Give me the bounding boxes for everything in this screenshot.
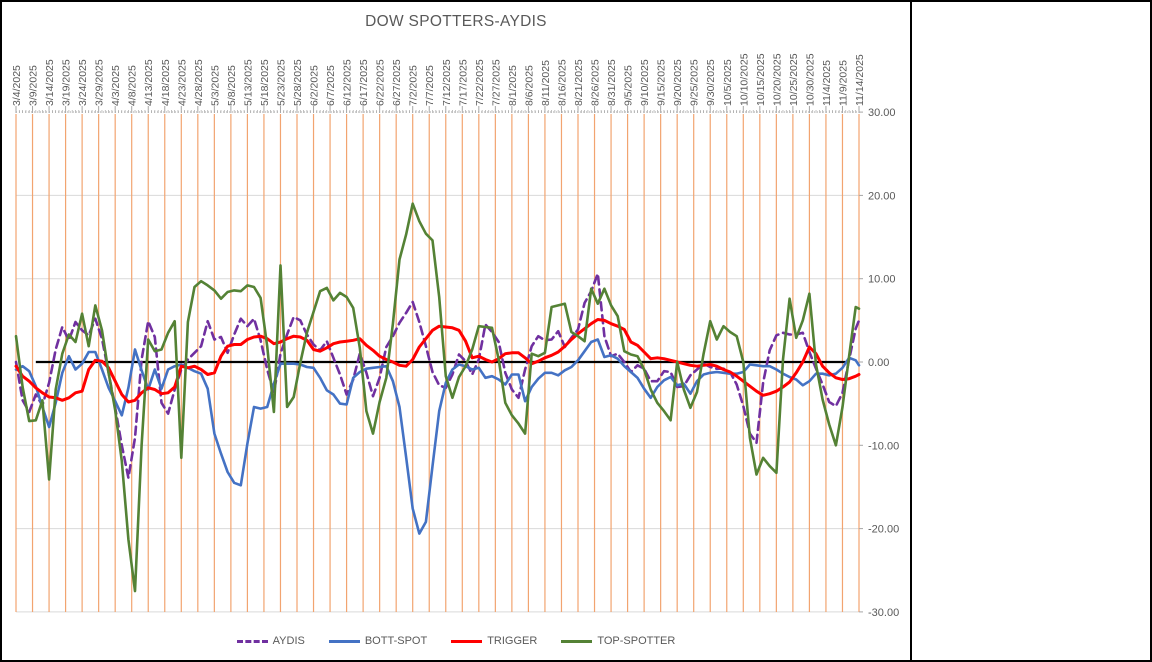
x-axis-label: 4/28/2025: [193, 59, 205, 106]
x-axis-label: 8/31/2025: [606, 59, 618, 106]
series-line-bott-spot: [14, 338, 861, 535]
x-axis-label: 5/23/2025: [275, 59, 287, 106]
legend-swatch-trigger: [451, 639, 483, 643]
x-axis-label: 10/20/2025: [771, 53, 783, 106]
chart-frame: DOW SPOTTERS-AYDIS 3/4/2025 3/9/2025 3/14/…: [2, 2, 912, 660]
x-axis-label: 5/13/2025: [242, 59, 254, 106]
x-axis-label: 8/11/2025: [540, 60, 552, 106]
chart-legend: AYDIS BOTT-SPOT TRIGGER TOP-SPOTTER: [2, 635, 910, 647]
legend-swatch-top-spotter: [561, 639, 593, 643]
x-axis-label: 7/27/2025: [490, 59, 502, 106]
x-axis-label: 5/3/2025: [209, 65, 221, 106]
x-axis-label: 4/13/2025: [143, 59, 155, 106]
legend-label: TRIGGER: [487, 635, 538, 647]
x-axis-label: 8/6/2025: [523, 65, 535, 106]
x-axis-label: 3/24/2025: [77, 59, 89, 106]
x-axis-label: 4/8/2025: [127, 65, 139, 106]
x-axis-label: 6/7/2025: [325, 65, 337, 106]
x-axis-label: 9/5/2025: [623, 65, 635, 106]
x-axis-label: 4/23/2025: [176, 59, 188, 106]
x-axis-label: 6/17/2025: [358, 59, 370, 106]
x-axis-label: 7/2/2025: [408, 65, 420, 106]
x-axis-label: 6/12/2025: [342, 59, 354, 106]
x-axis-label: 8/21/2025: [573, 59, 585, 106]
x-axis-label: 6/27/2025: [391, 59, 403, 106]
legend-item-bott-spot: BOTT-SPOT: [328, 635, 428, 647]
y-axis-label: 30.00: [868, 107, 896, 119]
x-axis-label: 10/25/2025: [788, 53, 800, 106]
x-axis-label: 9/10/2025: [639, 59, 651, 106]
x-axis-label: 11/14/2025: [854, 54, 866, 106]
y-axis-label: 0.00: [868, 357, 889, 369]
legend-item-trigger: TRIGGER: [451, 635, 537, 647]
x-axis-label: 4/3/2025: [110, 65, 122, 106]
x-axis-label: 10/15/2025: [755, 53, 767, 106]
x-axis-label: 7/17/2025: [457, 59, 469, 106]
x-axis-label: 9/15/2025: [656, 59, 668, 106]
x-axis-label: 10/5/2025: [722, 59, 734, 106]
chart-title: DOW SPOTTERS-AYDIS: [365, 13, 547, 30]
x-axis-label: 9/25/2025: [689, 59, 701, 106]
legend-swatch-bott-spot: [328, 639, 360, 643]
x-axis-label: 10/30/2025: [804, 53, 816, 106]
y-axis-label: -10.00: [868, 440, 899, 452]
legend-item-top-spotter: TOP-SPOTTER: [561, 635, 675, 647]
x-axis-label: 6/2/2025: [309, 65, 321, 106]
y-axis-label: 20.00: [868, 190, 896, 202]
x-axis-label: 5/18/2025: [259, 59, 271, 106]
legend-swatch-aydis: [236, 639, 268, 643]
series-line-trigger: [14, 318, 861, 404]
x-axis-label: 8/16/2025: [556, 59, 568, 106]
x-axis-label: 7/7/2025: [424, 65, 436, 106]
x-axis-label: 8/1/2025: [507, 65, 519, 106]
legend-label: TOP-SPOTTER: [597, 635, 676, 647]
legend-label: AYDIS: [272, 635, 305, 647]
x-axis-label: 7/12/2025: [441, 59, 453, 106]
x-axis-label: 6/22/2025: [375, 59, 387, 106]
x-axis-label: 7/22/2025: [474, 59, 486, 106]
x-axis-label: 9/20/2025: [672, 59, 684, 106]
x-axis-label: 3/19/2025: [61, 59, 73, 106]
x-axis-label: 3/4/2025: [11, 65, 23, 106]
legend-item-aydis: AYDIS: [236, 635, 305, 647]
x-axis-label: 5/8/2025: [226, 65, 238, 106]
x-axis-label: 3/9/2025: [28, 65, 40, 106]
x-axis-label: 3/14/2025: [44, 59, 56, 106]
y-axis-label: -30.00: [868, 607, 899, 619]
x-axis-label: 3/29/2025: [94, 59, 106, 106]
x-axis-label: 9/30/2025: [705, 59, 717, 106]
chart-plot-area: 3/4/2025 3/9/2025 3/14/2025 3/19/2025 3/24/2…: [11, 53, 899, 619]
y-axis-label: 10.00: [868, 274, 896, 286]
x-axis-label: 4/18/2025: [160, 59, 172, 106]
legend-label: BOTT-SPOT: [364, 635, 428, 647]
x-axis-label: 11/9/2025: [837, 60, 849, 106]
x-axis-label: 11/4/2025: [821, 60, 833, 106]
y-axis-label: -20.00: [868, 524, 899, 536]
series-line-top-spotter: [14, 202, 861, 593]
x-axis-label: 10/10/2025: [738, 53, 750, 106]
x-axis-label: 5/28/2025: [292, 59, 304, 106]
x-axis-label: 8/26/2025: [590, 59, 602, 106]
